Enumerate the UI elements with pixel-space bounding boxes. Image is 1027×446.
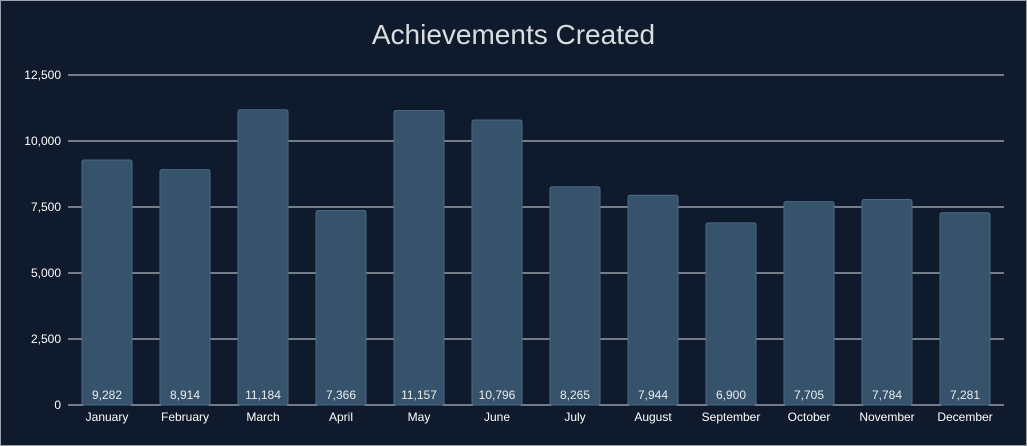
data-label: 7,366 (326, 388, 356, 402)
x-tick-label: June (484, 410, 510, 424)
bar (237, 109, 289, 406)
data-label: 8,265 (560, 388, 590, 402)
bar (159, 169, 211, 406)
data-label: 9,282 (92, 388, 122, 402)
y-tick-label: 5,000 (31, 266, 61, 280)
bar (783, 201, 835, 406)
data-label: 8,914 (170, 388, 200, 402)
y-tick-label: 2,500 (31, 332, 61, 346)
bar (549, 186, 601, 406)
bar (705, 222, 757, 406)
data-label: 7,944 (638, 388, 668, 402)
bar (393, 109, 445, 406)
bar (861, 199, 913, 406)
data-label: 10,796 (479, 388, 516, 402)
x-tick-label: November (859, 410, 914, 424)
y-tick-label: 10,000 (24, 134, 61, 148)
x-tick-label: October (788, 410, 831, 424)
y-tick-label: 7,500 (31, 200, 61, 214)
bar (939, 212, 991, 406)
x-tick-label: March (246, 410, 279, 424)
data-label: 11,184 (245, 388, 281, 402)
bar (81, 159, 133, 406)
data-label: 7,784 (872, 388, 902, 402)
bar (315, 210, 367, 406)
x-tick-label: April (329, 410, 353, 424)
x-tick-label: August (634, 410, 672, 424)
data-label: 11,157 (401, 388, 437, 402)
x-tick-label: February (161, 410, 209, 424)
x-tick-label: January (86, 410, 129, 424)
data-label: 7,281 (950, 388, 980, 402)
data-label: 7,705 (794, 388, 824, 402)
bar (471, 119, 523, 406)
y-tick-label: 0 (54, 398, 61, 412)
x-tick-label: May (408, 410, 431, 424)
x-tick-label: September (702, 410, 761, 424)
x-tick-label: July (564, 410, 585, 424)
bar (627, 194, 679, 406)
chart-title: Achievements Created (371, 19, 656, 50)
x-tick-label: December (937, 410, 992, 424)
y-tick-label: 12,500 (24, 68, 61, 82)
data-label: 6,900 (716, 388, 746, 402)
